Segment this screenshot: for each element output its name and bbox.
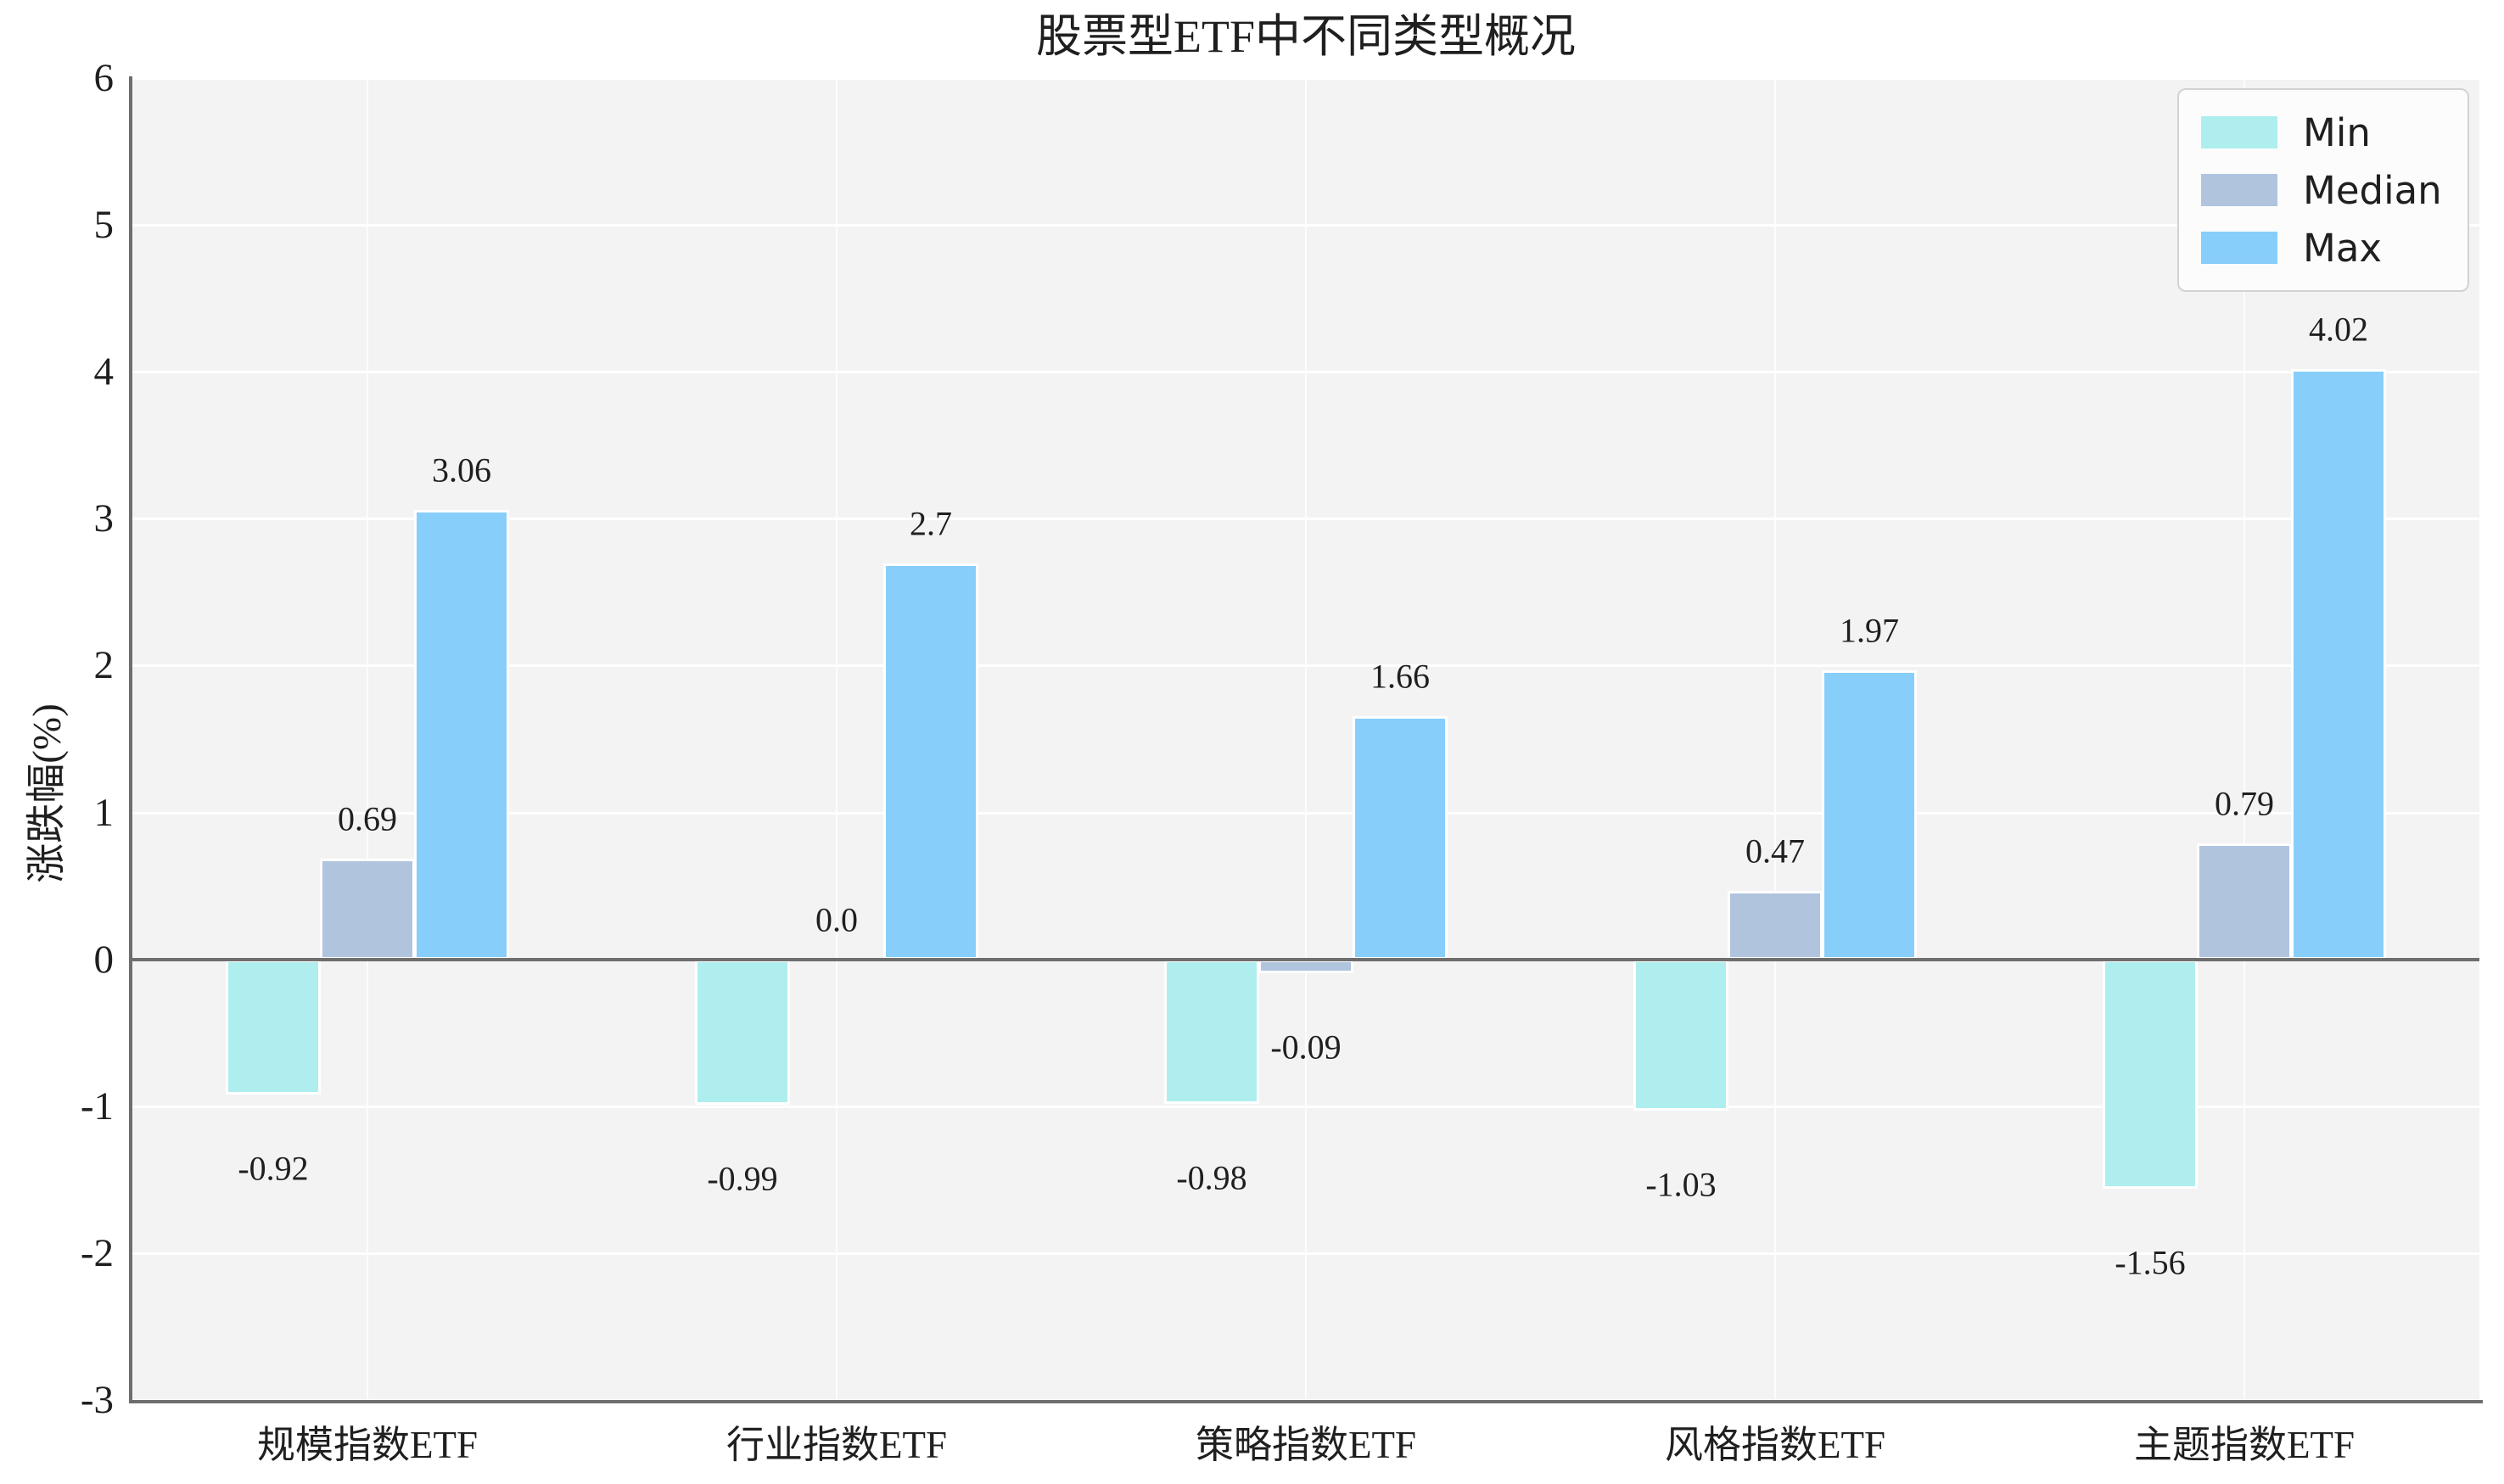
legend-label-median: Median: [2303, 167, 2442, 213]
legend-swatch-max: [2201, 232, 2277, 264]
bar-value-label: -0.09: [1270, 1028, 1342, 1067]
y-tick-label: 5: [93, 203, 115, 247]
x-category-label: 策略指数ETF: [1195, 1424, 1417, 1466]
x-category-label: 规模指数ETF: [256, 1424, 479, 1466]
bar-value-label: -1.03: [1645, 1165, 1717, 1204]
legend-swatch-min: [2201, 116, 2277, 148]
legend: Min Median Max: [2177, 88, 2469, 292]
x-gridline: [1774, 78, 1776, 1400]
bar-max: [1822, 670, 1917, 960]
bar-max: [883, 563, 978, 960]
legend-item-min: Min: [2179, 104, 2468, 161]
bar-max: [1353, 716, 1448, 960]
bar-value-label: -1.56: [2115, 1243, 2186, 1282]
legend-label-max: Max: [2303, 225, 2383, 271]
bar-max: [414, 510, 509, 960]
chart-title: 股票型ETF中不同类型概况: [1035, 11, 1576, 62]
x-category-label: 主题指数ETF: [2133, 1424, 2356, 1466]
bar-value-label: -0.92: [238, 1149, 309, 1188]
x-category-label: 风格指数ETF: [1664, 1424, 1886, 1466]
bar-median: [1258, 960, 1353, 973]
bar-min: [1633, 960, 1728, 1111]
bar-median: [320, 859, 415, 960]
bar-value-label: 1.97: [1840, 611, 1899, 650]
y-tick-label: 4: [93, 350, 115, 394]
zero-axis-line: [132, 958, 2479, 961]
plot-area: -0.92 -0.99 -0.98 -1.03 -1.56 0.69 0.0 -0.09 0.4…: [132, 77, 2479, 1402]
y-tick-label: -3: [80, 1378, 114, 1422]
y-tick-label: 3: [93, 496, 115, 540]
legend-item-max: Max: [2179, 219, 2468, 277]
bar-median: [1728, 891, 1823, 960]
legend-swatch-median: [2201, 174, 2277, 206]
bar-min: [695, 960, 790, 1105]
bar-value-label: 0.47: [1745, 832, 1805, 871]
y-tick-label: 6: [93, 56, 115, 100]
legend-label-min: Min: [2303, 109, 2371, 155]
bar-value-label: 0.79: [2215, 784, 2274, 823]
y-tick-label: -1: [80, 1084, 114, 1128]
bar-value-label: 0.0: [815, 900, 858, 939]
y-tick-label: 2: [93, 643, 115, 687]
bar-value-label: 0.69: [338, 799, 397, 838]
bar-value-label: 3.06: [432, 451, 491, 490]
bar-max: [2291, 369, 2386, 960]
x-category-label: 行业指数ETF: [725, 1424, 948, 1466]
y-tick-label: 1: [93, 791, 115, 835]
x-gridline: [836, 78, 837, 1400]
bar-value-label: -0.99: [707, 1159, 778, 1198]
bar-value-label: -0.98: [1176, 1158, 1247, 1197]
x-gridline: [1305, 78, 1307, 1400]
x-gridline: [367, 78, 368, 1400]
bar-value-label: 2.7: [910, 504, 952, 543]
bar-value-label: 1.66: [1370, 657, 1430, 696]
bar-min: [2103, 960, 2198, 1189]
bar-median: [2197, 843, 2292, 960]
y-tick-label: -2: [80, 1231, 114, 1275]
bar-min: [226, 960, 321, 1095]
bar-value-label: 4.02: [2309, 310, 2368, 349]
x-gridline: [2244, 78, 2245, 1400]
y-axis-spine: [129, 76, 132, 1403]
legend-item-median: Median: [2179, 161, 2468, 219]
y-tick-label: 0: [93, 938, 115, 982]
x-axis-spine: [129, 1400, 2483, 1403]
bar-min: [1164, 960, 1259, 1104]
